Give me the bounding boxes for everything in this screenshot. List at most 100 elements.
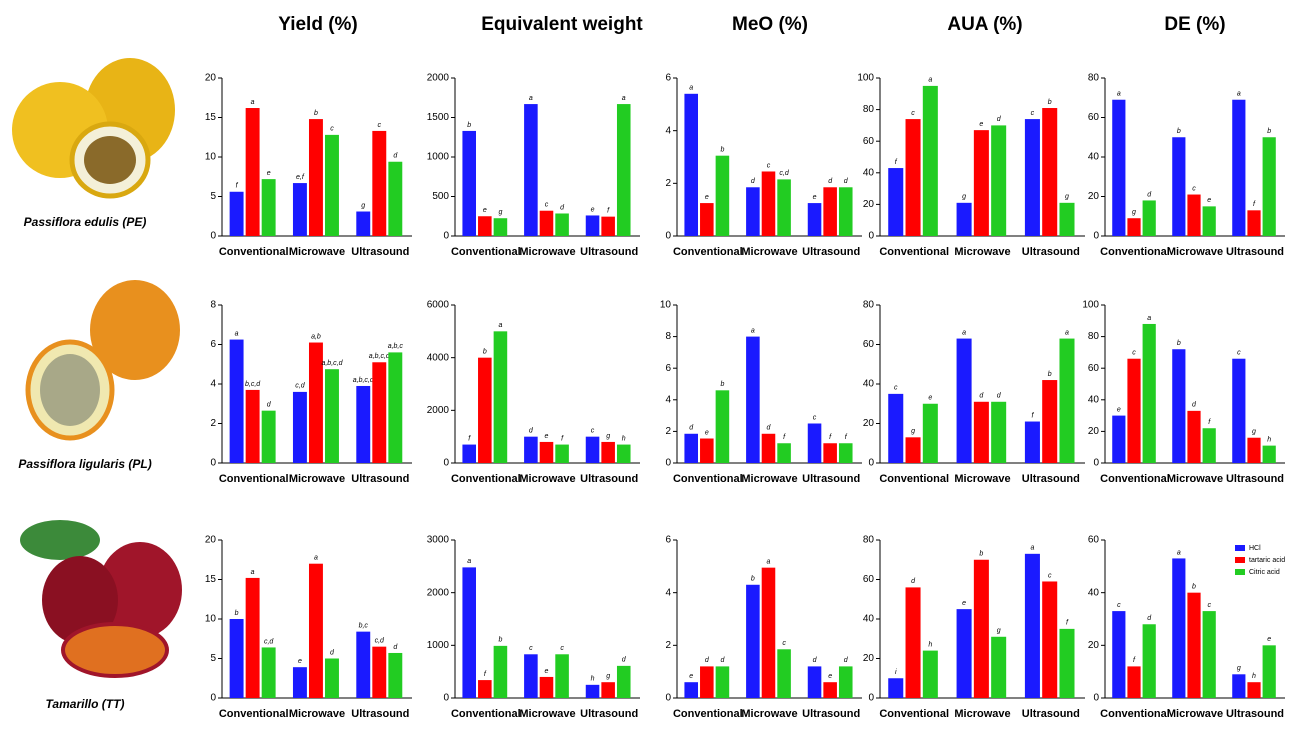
bar: [1059, 628, 1075, 698]
bar: [1232, 99, 1246, 236]
bar: [1112, 415, 1126, 463]
bar-letter: c: [1207, 602, 1211, 609]
x-tick-label: Ultrasound: [1226, 246, 1284, 258]
bar: [973, 401, 989, 463]
bar-letter: a: [1117, 91, 1121, 98]
x-tick-label: Ultrasound: [802, 708, 860, 720]
y-tick-label: 40: [863, 614, 875, 625]
bar: [292, 183, 307, 236]
bar: [905, 119, 921, 236]
y-tick-label: 60: [1088, 363, 1100, 374]
y-tick-label: 0: [1093, 693, 1099, 704]
bar-letter: g: [606, 673, 610, 680]
y-tick-label: 60: [863, 136, 875, 147]
bar-letter: e: [1207, 197, 1211, 204]
y-tick-label: 8: [665, 331, 671, 342]
bar: [1232, 358, 1246, 463]
y-tick-label: 20: [863, 199, 875, 210]
bar-letter: c: [1237, 350, 1241, 357]
bar: [462, 567, 476, 698]
bar: [807, 666, 822, 698]
bar: [1042, 581, 1058, 698]
bar: [991, 401, 1007, 463]
y-tick-label: 0: [665, 693, 671, 704]
y-tick-label: 0: [210, 693, 216, 704]
bar: [1247, 682, 1261, 698]
x-tick-label: Microwave: [954, 246, 1010, 258]
bar-letter: a: [928, 77, 932, 84]
x-tick-label: Microwave: [1167, 246, 1223, 258]
y-tick-label: 1000: [427, 152, 450, 163]
bar: [922, 650, 938, 698]
bar: [700, 438, 714, 463]
column-title: DE (%): [1164, 14, 1225, 35]
bar-letter: c: [1031, 110, 1035, 117]
bar: [888, 678, 904, 698]
bar: [245, 108, 260, 236]
bar-letter: c: [529, 645, 533, 652]
bar-letter: h: [1267, 436, 1271, 443]
column-title: Equivalent weight: [481, 14, 643, 35]
chart: 0 2 4 6 Conventional e d d Microwave b a c Ultrasoun…: [665, 535, 862, 720]
bar: [746, 336, 760, 463]
x-tick-label: Microwave: [741, 473, 797, 485]
bar: [715, 155, 730, 236]
bar: [616, 444, 631, 463]
bar-letter: a: [622, 95, 626, 102]
y-tick-label: 0: [1093, 458, 1099, 469]
x-tick-label: Microwave: [519, 708, 575, 720]
bar: [261, 410, 276, 463]
bar-letter: b: [1048, 371, 1052, 378]
y-tick-label: 2: [210, 418, 216, 429]
bar: [991, 125, 1007, 236]
y-tick-label: 6: [665, 363, 671, 374]
bar: [991, 636, 1007, 698]
bar-letter: a: [767, 558, 771, 565]
bar: [807, 203, 822, 236]
bar-letter: b,c,d: [245, 381, 261, 388]
row-label: Passiflora edulis (PE): [24, 215, 147, 229]
y-tick-label: 6: [665, 73, 671, 84]
x-tick-label: Conventional: [219, 246, 289, 258]
bar: [1142, 323, 1156, 463]
bar-letter: h: [1252, 673, 1256, 680]
bar-letter: g: [361, 202, 365, 209]
legend-swatch: [1235, 545, 1245, 551]
y-tick-label: 5: [210, 653, 216, 664]
bar-letter: a: [1147, 315, 1151, 322]
x-tick-label: Ultrasound: [1226, 473, 1284, 485]
bar-letter: e: [545, 433, 549, 440]
bar-letter: b: [1177, 128, 1181, 135]
bar: [922, 403, 938, 463]
legend-label: HCl: [1249, 545, 1261, 552]
bar: [761, 171, 776, 236]
bar-letter: f: [1133, 657, 1136, 664]
bar: [1042, 108, 1058, 236]
y-tick-label: 2000: [427, 587, 450, 598]
bar: [325, 658, 339, 698]
chart: 0 20 40 60 80 100 Conventional f c a Microwave g e d U…: [857, 73, 1085, 258]
y-tick-label: 10: [205, 614, 217, 625]
x-tick-label: Microwave: [954, 708, 1010, 720]
y-tick-label: 8: [210, 300, 216, 311]
bar-letter: d: [689, 425, 694, 432]
x-tick-label: Ultrasound: [580, 473, 638, 485]
bar: [1142, 624, 1156, 698]
bar: [715, 390, 730, 463]
bar: [539, 441, 554, 463]
chart: 0 20 40 60 Conventional c f d Microwave a b c Ultras…: [1088, 535, 1285, 720]
x-tick-label: Ultrasound: [580, 246, 638, 258]
chart: 0 2 4 6 8 Conventional a b,c,d d Microwave c,d a,b a…: [210, 300, 412, 485]
y-tick-label: 0: [1093, 231, 1099, 242]
bar: [1112, 99, 1126, 236]
bar-letter: c: [545, 202, 549, 209]
bar: [493, 645, 508, 698]
bar-letter: b: [1192, 584, 1196, 591]
bar-letter: f: [783, 434, 786, 441]
bar: [922, 85, 938, 237]
x-tick-label: Conventional: [451, 473, 521, 485]
bar: [1024, 553, 1040, 698]
bar: [478, 216, 492, 236]
x-tick-label: Conventional: [1100, 473, 1170, 485]
